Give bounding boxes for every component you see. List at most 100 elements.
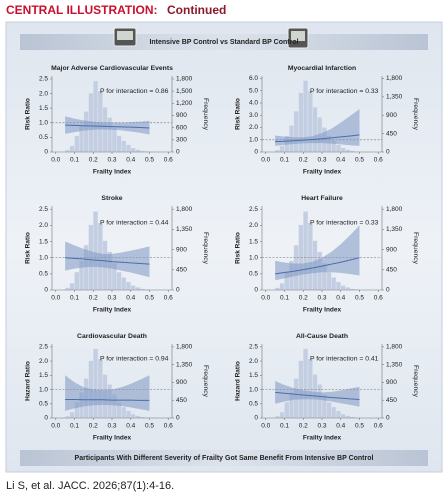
y-tick-label: 0.5: [39, 271, 48, 278]
confidence-band: [275, 225, 360, 281]
y2-tick-label: 1,800: [386, 344, 403, 351]
histogram-bar: [125, 144, 131, 153]
subplot: 0 0.5 1.0 1.5 2.0 2.5 0 450 900 1,350 1,800 0.0 0.1 0…: [25, 195, 209, 314]
x-tick-label: 0.4: [126, 157, 135, 164]
y-tick-label: 1.5: [39, 372, 48, 379]
histogram-bar: [130, 413, 136, 419]
y2-tick-label: 900: [176, 246, 187, 253]
histogram-bar: [93, 348, 99, 419]
histogram-bar: [335, 410, 341, 419]
x-tick-label: 0.3: [107, 423, 116, 430]
header-continued: Continued: [167, 3, 226, 17]
histogram-bar: [74, 271, 80, 291]
subplot: 0 0.5 1.0 1.5 2.0 2.5 0 450 900 1,350 1,800 0.0 0.1 0…: [235, 333, 419, 442]
y2-axis-label: Frequency: [202, 365, 209, 398]
annotation: P for interaction = 0.94: [100, 356, 169, 363]
x-tick-label: 0.0: [51, 157, 60, 164]
y2-axis-label: Frequency: [202, 98, 209, 131]
x-tick-label: 0.5: [355, 423, 364, 430]
x-tick-label: 0.3: [107, 295, 116, 302]
subplot-title: Myocardial Infarction: [288, 65, 356, 72]
y2-tick-label: 1,800: [386, 206, 403, 213]
histogram-bar: [64, 149, 71, 153]
y2-tick-label: 450: [386, 267, 397, 274]
x-tick-label: 0.1: [70, 157, 79, 164]
histogram-bar: [312, 106, 318, 153]
histogram-bar: [274, 287, 281, 291]
histogram-bar: [135, 415, 141, 419]
y-tick-label: 2.5: [39, 344, 48, 351]
x-tick-label: 0.6: [164, 157, 173, 164]
histogram-bar: [97, 90, 103, 153]
y-tick-label: 1.5: [249, 372, 258, 379]
y2-tick-label: 900: [386, 112, 397, 119]
y-tick-label: 1.0: [249, 386, 258, 393]
y2-tick-label: 450: [176, 397, 187, 404]
histogram-bar: [293, 110, 299, 153]
histogram-bar: [121, 140, 127, 153]
histogram-bar: [69, 283, 75, 291]
x-tick-label: 0.5: [355, 157, 364, 164]
bottom-banner-text: Participants With Different Severity of …: [75, 455, 374, 462]
subplot-title: Cardiovascular Death: [77, 333, 147, 340]
y-tick-label: 5.0: [249, 87, 258, 94]
subplot: 0 1.0 2.0 3.0 4.0 5.0 6.0 0 450 900 1,350 1,800 0.0 0…: [235, 65, 419, 176]
confidence-band: [65, 116, 150, 135]
y-tick-label: 1.0: [249, 254, 258, 261]
annotation: P for interaction = 0.41: [310, 356, 379, 363]
y-axis-label: Risk Ratio: [235, 98, 242, 130]
histogram-bar: [307, 222, 313, 291]
histogram-bar: [93, 211, 99, 291]
y-tick-label: 1.0: [39, 119, 48, 126]
y-tick-label: 0: [44, 415, 48, 422]
y2-tick-label: 450: [176, 267, 187, 274]
y2-tick-label: 1,500: [176, 88, 193, 95]
x-tick-label: 0.1: [280, 295, 289, 302]
x-tick-label: 0.2: [89, 423, 98, 430]
histogram-bar: [135, 149, 141, 153]
histogram-bar: [284, 401, 290, 419]
y-tick-label: 1.5: [249, 238, 258, 245]
risk-line: [65, 257, 150, 265]
y2-tick-label: 450: [386, 130, 397, 137]
y2-tick-label: 900: [176, 112, 187, 119]
x-tick-label: 0.5: [145, 157, 154, 164]
y2-tick-label: 0: [176, 287, 180, 294]
annotation: P for interaction = 0.33: [310, 88, 379, 95]
histogram-bar: [279, 411, 285, 419]
y-tick-label: 2.0: [39, 358, 48, 365]
histogram-bar: [345, 149, 351, 153]
x-tick-label: 0.3: [317, 423, 326, 430]
x-tick-label: 0.3: [317, 295, 326, 302]
histogram-bar: [64, 287, 71, 291]
histogram-bar: [125, 281, 131, 291]
x-tick-label: 0.2: [89, 295, 98, 302]
x-tick-label: 0.5: [355, 295, 364, 302]
histogram-bar: [340, 285, 346, 291]
histogram-bar: [274, 149, 281, 153]
x-axis-label: Frailty Index: [93, 307, 132, 314]
y2-tick-label: 1,800: [176, 206, 193, 213]
histogram-bar: [326, 401, 332, 419]
x-tick-label: 0.0: [51, 295, 60, 302]
histogram-bar: [102, 107, 108, 153]
histogram-bar: [116, 271, 122, 291]
risk-line: [275, 134, 360, 143]
x-tick-label: 0.4: [336, 295, 345, 302]
citation: Li S, et al. JACC. 2026;87(1):4-16.: [6, 480, 174, 492]
y-tick-label: 0.5: [39, 400, 48, 407]
y-tick-label: 2.5: [249, 344, 258, 351]
subplot: 0 0.5 1.0 1.5 2.0 2.5 0 450 900 1,350 1,800 0.0 0.1 0…: [25, 333, 209, 442]
y2-tick-label: 1,200: [176, 100, 193, 107]
x-tick-label: 0.4: [126, 295, 135, 302]
y-tick-label: 1.0: [39, 254, 48, 261]
risk-line: [275, 391, 360, 400]
y2-tick-label: 1,350: [386, 94, 403, 101]
histogram-bar: [279, 283, 285, 291]
y-tick-label: 0: [254, 415, 258, 422]
x-tick-label: 0.5: [145, 423, 154, 430]
histogram-bar: [69, 145, 75, 153]
x-axis-label: Frailty Index: [93, 435, 132, 442]
confidence-band: [275, 381, 360, 407]
